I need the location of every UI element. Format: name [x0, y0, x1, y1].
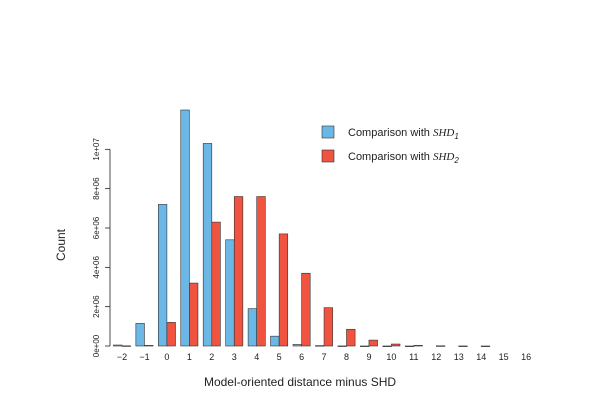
x-tick-label: 12	[431, 352, 441, 362]
bar-series-1-3	[180, 109, 190, 347]
y-tick-label: 2e+06	[92, 295, 101, 318]
bar-series-2-5	[233, 196, 244, 347]
bar-series-2-16	[480, 345, 491, 347]
bar-series-1-4	[202, 143, 213, 347]
bar-series-2-1	[144, 345, 154, 347]
x-tick-label: −2	[117, 352, 127, 362]
x-tick-label: 6	[299, 352, 304, 362]
bar-series-2-6	[256, 196, 266, 347]
bar-series-1-7	[270, 335, 280, 347]
bar-series-1-5	[225, 239, 235, 347]
x-tick-label: 5	[277, 352, 282, 362]
bar-series-1-13	[404, 345, 415, 347]
bar-series-2-7	[278, 233, 289, 347]
x-tick-label: 2	[209, 352, 214, 362]
bar-series-2-12	[391, 343, 401, 347]
x-tick-label: 14	[476, 352, 486, 362]
bar-series-2-14	[435, 345, 446, 347]
x-tick-label: 11	[409, 352, 418, 362]
y-tick-label: 4e+06	[92, 256, 101, 279]
bar-series-2-13	[413, 345, 423, 347]
x-tick-label: 3	[232, 352, 237, 362]
bar-series-2-3	[189, 282, 199, 347]
x-tick-label: 1	[187, 352, 192, 362]
x-tick-label: −1	[139, 352, 149, 362]
bar-series-2-15	[458, 345, 468, 347]
x-tick-label: 7	[322, 352, 327, 362]
y-axis-title: Count	[54, 228, 68, 261]
bars-layer	[113, 109, 491, 347]
y-axis: 0e+00 2e+06 4e+06 6e+06 8e+06 1e+07	[92, 138, 111, 357]
bar-series-1-8	[292, 344, 302, 347]
bar-series-1-6	[247, 308, 258, 347]
y-tick-label: 6e+06	[92, 216, 101, 239]
bar-series-2-0	[121, 345, 131, 347]
bar-series-1-1	[135, 323, 145, 347]
legend-swatch-series-2	[321, 149, 335, 163]
x-tick-label: 16	[521, 352, 531, 362]
bar-series-2-11	[368, 339, 378, 347]
bar-series-1-0	[113, 344, 123, 347]
x-tick-label: 4	[254, 352, 259, 362]
bar-series-1-12	[382, 345, 392, 347]
x-axis-title: Model-oriented distance minus SHD	[204, 375, 396, 389]
y-tick-label: 8e+06	[92, 177, 101, 200]
legend-swatch-series-1	[321, 125, 335, 139]
y-tick-label: 0e+00	[92, 334, 101, 357]
bar-series-1-11	[360, 345, 370, 347]
y-tick-label: 1e+07	[92, 138, 101, 161]
x-tick-label: 8	[344, 352, 349, 362]
bar-series-2-2	[166, 322, 176, 347]
x-tick-label: 15	[499, 352, 509, 362]
x-tick-label: 9	[366, 352, 371, 362]
bar-series-1-10	[337, 345, 347, 347]
legend: Comparison with SHD1 Comparison with SHD2	[321, 125, 459, 165]
x-tick-label: 13	[454, 352, 464, 362]
bar-series-2-10	[346, 328, 356, 347]
bar-series-1-2	[158, 204, 168, 347]
x-tick-label: 0	[164, 352, 169, 362]
bar-series-2-4	[211, 221, 221, 347]
legend-label-series-2: Comparison with SHD2	[348, 151, 459, 165]
bar-series-2-9	[323, 307, 333, 347]
bar-series-2-8	[301, 272, 311, 347]
legend-label-series-1: Comparison with SHD1	[348, 127, 459, 141]
x-tick-label: 10	[386, 352, 396, 362]
bar-series-1-9	[315, 345, 325, 347]
x-axis: −2 −1 0 1 2 3 4 5 6 7 8 9 10 11 12 13 14 15 16	[117, 352, 531, 362]
